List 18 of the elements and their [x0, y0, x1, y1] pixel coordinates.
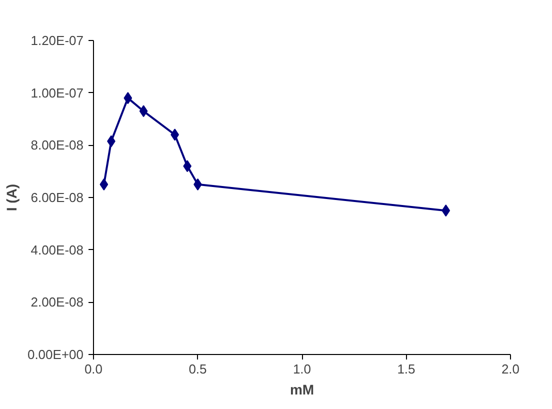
- x-tick-label: 0.5: [188, 362, 207, 376]
- x-tick-label: 1.5: [397, 362, 416, 376]
- x-tick-label: 1.0: [292, 362, 312, 376]
- y-tick-label: 1.00E-07: [30, 85, 84, 100]
- y-tick-label: 2.00E-08: [30, 294, 84, 310]
- y-tick-label: 1.20E-07: [30, 33, 84, 48]
- point: [442, 204, 450, 217]
- x-tick-label: 2.0: [501, 362, 520, 376]
- x-tick-label: 0.0: [84, 362, 103, 376]
- y-tick-label: 8.00E-08: [30, 138, 84, 153]
- y-tick-label: 6.00E-08: [30, 190, 84, 205]
- point: [124, 92, 132, 104]
- y-tick-label: 4.00E-08: [30, 242, 84, 258]
- y-axis-title: I (A): [3, 184, 20, 212]
- x-axis-title: mM: [290, 382, 314, 398]
- y-tick-label: 0.00E+00: [27, 347, 84, 362]
- point: [139, 105, 148, 118]
- point: [100, 178, 108, 190]
